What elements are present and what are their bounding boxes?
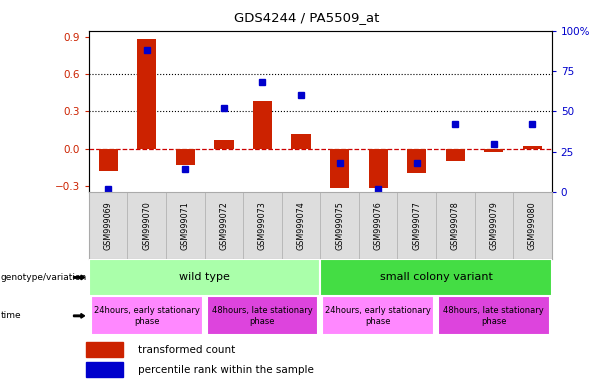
Bar [137, 40, 156, 149]
Text: 24hours, early stationary
phase: 24hours, early stationary phase [94, 306, 200, 326]
Text: percentile rank within the sample: percentile rank within the sample [138, 364, 314, 375]
Text: time: time [1, 311, 21, 320]
Bar [446, 149, 465, 161]
Text: GSM999079: GSM999079 [489, 201, 498, 250]
Text: GSM999078: GSM999078 [451, 201, 460, 250]
Text: transformed count: transformed count [138, 345, 235, 355]
Text: 48hours, late stationary
phase: 48hours, late stationary phase [443, 306, 544, 326]
Bar [86, 362, 123, 377]
Text: GSM999072: GSM999072 [219, 201, 229, 250]
Bar [253, 101, 272, 149]
Text: genotype/variation: genotype/variation [1, 273, 87, 282]
Bar [89, 259, 321, 296]
Text: GSM999080: GSM999080 [528, 201, 537, 250]
Bar [322, 296, 434, 335]
Bar [176, 149, 195, 165]
Bar [368, 149, 388, 188]
Text: GSM999075: GSM999075 [335, 201, 344, 250]
Bar [214, 140, 234, 149]
Text: 24hours, early stationary
phase: 24hours, early stationary phase [326, 306, 431, 326]
Text: wild type: wild type [179, 272, 230, 283]
Bar [291, 134, 311, 149]
Bar [86, 342, 123, 357]
Bar [321, 259, 552, 296]
Bar [407, 149, 427, 174]
Bar [207, 296, 318, 335]
Text: GDS4244 / PA5509_at: GDS4244 / PA5509_at [234, 12, 379, 25]
Text: 48hours, late stationary
phase: 48hours, late stationary phase [212, 306, 313, 326]
Text: GSM999077: GSM999077 [412, 201, 421, 250]
Text: GSM999069: GSM999069 [104, 201, 113, 250]
Text: GSM999074: GSM999074 [297, 201, 305, 250]
Bar [99, 149, 118, 171]
Text: GSM999076: GSM999076 [374, 201, 383, 250]
Bar [330, 149, 349, 188]
Bar [91, 296, 203, 335]
Text: GSM999070: GSM999070 [142, 201, 151, 250]
Bar [523, 146, 542, 149]
Bar [438, 296, 550, 335]
Text: GSM999071: GSM999071 [181, 201, 190, 250]
Text: GSM999073: GSM999073 [258, 201, 267, 250]
Text: small colony variant: small colony variant [379, 272, 492, 283]
Bar [484, 149, 503, 152]
